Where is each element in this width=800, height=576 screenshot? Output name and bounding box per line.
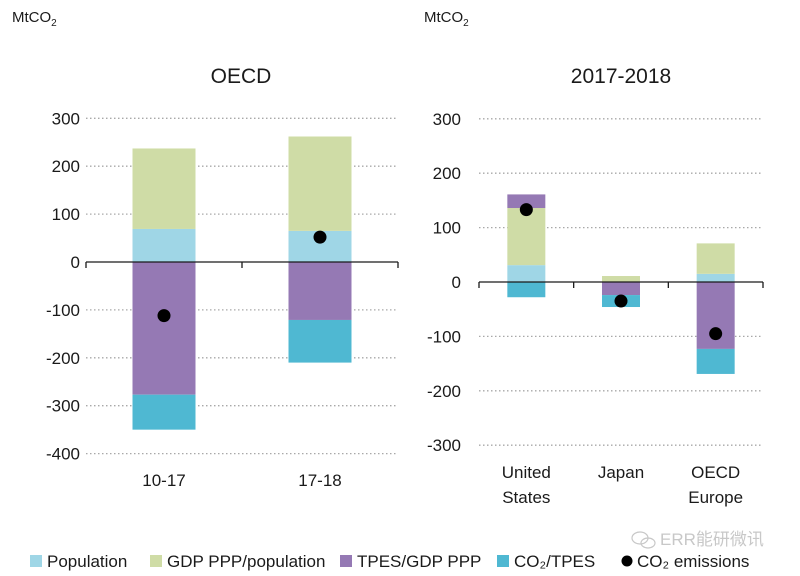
left-chart-title: OECD — [211, 65, 272, 88]
bar-segment-co2tpes — [288, 319, 352, 363]
bar-segment-gdp — [602, 276, 640, 282]
y-tick-label: 100 — [433, 219, 461, 238]
bar-segment-gdp — [288, 136, 352, 231]
y-tick-label: 100 — [52, 205, 80, 224]
bar-segment-gdp — [507, 208, 546, 266]
bar-segment-co2tpes — [696, 348, 735, 374]
right-panel: 300 200 100 0 -100 -200 -300 United States Japan O… — [427, 110, 764, 507]
legend-item-emissions: CO₂ emissions — [621, 552, 749, 571]
legend-marker — [621, 555, 633, 567]
legend-item-tpes: TPES/GDP PPP — [340, 552, 481, 571]
y-tick-label: -200 — [46, 349, 80, 368]
legend-label: Population — [47, 552, 127, 571]
bar-segment-tpes — [288, 262, 352, 320]
bar-segment-tpes — [602, 282, 640, 296]
x-category-label: OECD — [691, 463, 740, 482]
y-tick-label: -200 — [427, 382, 461, 401]
y-tick-label: -300 — [46, 397, 80, 416]
legend: Population GDP PPP/population TPES/GDP PPP… — [30, 552, 749, 571]
legend-marker — [30, 555, 42, 567]
legend-marker — [497, 555, 509, 567]
x-category-label: 17-18 — [298, 471, 341, 490]
co2-emissions-point — [519, 203, 533, 217]
bar-segment-population — [696, 273, 735, 282]
x-category-label: United — [502, 463, 551, 482]
legend-label: CO₂ emissions — [637, 552, 749, 571]
y-tick-label: 200 — [52, 157, 80, 176]
x-category-label: Europe — [688, 488, 743, 507]
y-tick-label: 0 — [452, 273, 461, 292]
y-tick-label: -100 — [427, 327, 461, 346]
legend-label: GDP PPP/population — [167, 552, 325, 571]
legend-item-gdp: GDP PPP/population — [150, 552, 325, 571]
y-tick-label: -400 — [46, 445, 80, 464]
bar-segment-co2tpes — [507, 282, 546, 298]
watermark-text: ERR能研微讯 — [660, 530, 764, 549]
co2-emissions-point — [709, 327, 723, 341]
y-tick-label: -300 — [427, 436, 461, 455]
bar-segment-tpes — [507, 194, 546, 209]
left-unit-label: MtCO2 — [12, 9, 57, 29]
y-tick-label: -100 — [46, 301, 80, 320]
bar-segment-tpes — [132, 262, 196, 395]
bar-segment-population — [132, 228, 196, 262]
right-chart-title: 2017-2018 — [571, 65, 671, 88]
x-category-label: States — [502, 488, 550, 507]
right-unit-label: MtCO2 — [424, 9, 469, 29]
y-tick-label: 300 — [52, 109, 80, 128]
watermark: ERR能研微讯 — [631, 530, 764, 549]
bar-segment-gdp — [696, 243, 735, 274]
y-tick-label: 0 — [71, 253, 80, 272]
legend-label: CO₂/TPES — [514, 552, 595, 571]
x-category-label: Japan — [598, 463, 644, 482]
y-tick-label: 300 — [433, 110, 461, 129]
y-tick-label: 200 — [433, 164, 461, 183]
bar-segment-co2tpes — [132, 394, 196, 430]
left-panel: 300 200 100 0 -100 -200 -300 -400 10-17 17-18 — [46, 109, 399, 490]
legend-item-population: Population — [30, 552, 127, 571]
bar-segment-population — [507, 265, 546, 282]
wechat-icon — [631, 531, 656, 549]
x-category-label: 10-17 — [142, 471, 185, 490]
legend-item-co2tpes: CO₂/TPES — [497, 552, 595, 571]
bar-segment-gdp — [132, 148, 196, 229]
co2-emissions-point — [313, 230, 327, 244]
legend-marker — [340, 555, 352, 567]
co2-emissions-point — [614, 294, 628, 308]
legend-marker — [150, 555, 162, 567]
co2-emissions-point — [157, 309, 171, 323]
legend-label: TPES/GDP PPP — [357, 552, 481, 571]
